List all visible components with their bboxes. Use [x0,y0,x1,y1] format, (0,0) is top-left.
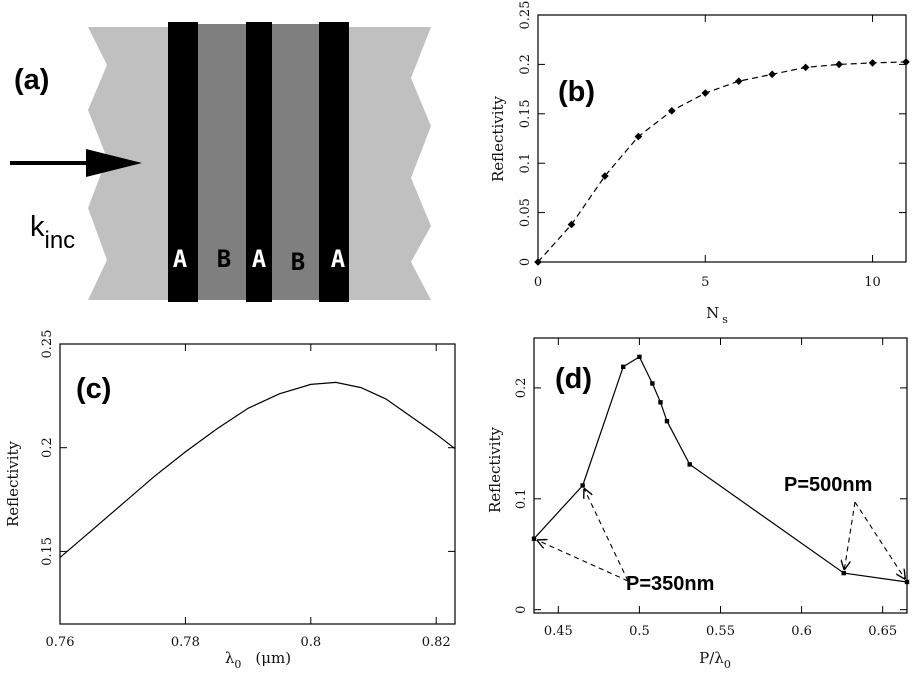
y-tick-label: 0.15 [518,99,533,128]
layer-label-a-1: A [173,245,188,273]
data-marks [534,58,910,266]
panel-a-schematic: (a) kinc A B A B A [10,22,431,302]
data-point [768,70,776,79]
panel-c-label: (c) [76,373,111,405]
layer-a-3 [319,22,349,302]
y-tick-label: 0.1 [514,488,529,509]
x-tick-label: 0.6 [791,624,812,639]
layer-a-2 [246,22,272,302]
layer-label-a-2: A [252,245,267,273]
tick-labels: 0.45 0.5 0.55 0.6 0.65 0 0.1 0.2 [514,378,897,639]
data-marks [59,381,456,559]
x-tick-label: 0.65 [868,624,897,639]
data-point [534,258,542,266]
data-point [687,462,692,467]
layer-b-1 [198,24,246,300]
annotation-arrow [584,489,629,582]
y-tick-label: 0.1 [518,153,533,174]
tick-labels: 0 5 10 0 0.05 0.1 0.15 0.2 0.25 [518,1,881,290]
series-line [533,356,908,583]
data-point [841,570,846,576]
exit-medium [348,27,431,300]
data-point [634,132,643,141]
x-tick-label: 0.45 [544,624,573,639]
x-axis-title: λ0 (μm) [225,649,291,671]
x-tick-label: 0.78 [171,635,200,650]
x-tick-label: 0.76 [46,635,75,650]
x-tick-label: 10 [864,275,881,290]
x-tick-label: 0 [534,275,542,290]
annotation-arrow [538,540,629,582]
data-point [601,172,609,180]
annotation-p500: P=500nm [784,474,872,496]
data-point [904,579,910,585]
panel-b-label: (b) [558,76,595,108]
annotation-arrow [854,501,905,579]
layer-label-b-2: B [291,248,305,276]
y-axis-title: Reflectivity [489,95,507,182]
annotation-arrow [844,501,856,569]
tick-marks [534,338,907,613]
y-tick-label: 0 [514,606,529,614]
data-point [620,364,626,370]
data-point [668,107,676,115]
data-point [835,60,843,69]
x-tick-label: 5 [701,275,709,290]
data-point [650,381,655,386]
x-tick-label: 0.8 [300,635,321,650]
wave-vector-label: kinc [30,211,75,254]
panel-d-label: (d) [555,363,592,395]
incident-arrow-head [86,149,142,177]
plot-frame [537,14,907,263]
y-tick-label: 0.2 [518,54,533,75]
series-line [537,61,907,263]
y-tick-label: 0.25 [40,330,55,359]
y-tick-label: 0.25 [518,1,533,30]
y-tick-label: 0.2 [514,378,529,399]
y-tick-label: 0 [518,258,533,266]
series-line [59,381,456,559]
x-tick-label: 0.5 [629,624,650,639]
tick-marks [59,343,455,624]
layer-label-b-1: B [217,245,231,273]
data-point [658,400,663,405]
y-axis-title: Reflectivity [486,426,504,513]
data-point [868,59,877,67]
x-axis-title: P/λ0 [699,649,731,671]
y-axis-title: Reflectivity [4,440,22,527]
data-marks [531,354,910,585]
panel-c-chart: 0.76 0.78 0.8 0.82 0.15 0.2 0.25 (c) λ0 (μm) Re… [4,330,456,671]
annotation-arrows [538,489,905,582]
data-point [637,354,642,360]
tick-labels: 0.76 0.78 0.8 0.82 0.15 0.2 0.25 [40,330,451,650]
data-point [580,483,585,488]
annotation-p350: P=350nm [626,573,714,595]
plot-frame [59,343,456,625]
layer-label-a-3: A [331,245,346,273]
data-point [664,418,670,424]
data-point [701,89,710,97]
x-tick-label: 0.55 [706,624,735,639]
data-point [801,63,810,72]
data-point [902,58,910,66]
y-tick-label: 0.2 [40,437,55,458]
y-tick-label: 0.05 [518,198,533,227]
x-tick-label: 0.82 [422,635,451,650]
layer-b-2 [272,24,319,300]
panel-d-chart: 0.45 0.5 0.55 0.6 0.65 0 0.1 0.2 (d) P=350nm P=… [486,337,910,671]
y-tick-label: 0.15 [40,537,55,566]
data-point [567,220,576,229]
layer-a-1 [168,22,198,302]
data-point [531,536,537,541]
tick-marks [537,14,906,263]
panel-a-label: (a) [14,64,49,96]
data-point [734,77,743,85]
